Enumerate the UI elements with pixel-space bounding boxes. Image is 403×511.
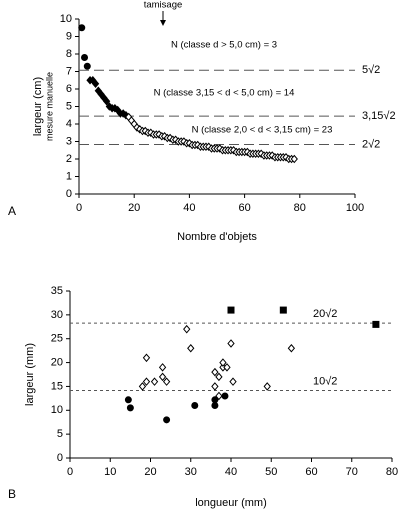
point [221, 392, 229, 400]
point [219, 358, 227, 367]
x-tick-label: 30 [185, 466, 197, 478]
x-tick-label: 80 [294, 202, 306, 214]
point [227, 339, 235, 348]
point [138, 382, 147, 391]
x-tick-label: 50 [265, 466, 277, 478]
point [215, 372, 223, 382]
point [150, 377, 159, 386]
point [163, 416, 171, 424]
point [263, 382, 271, 391]
reference-label: 5√2 [362, 64, 380, 76]
point [158, 363, 167, 372]
arrow-head [160, 20, 166, 26]
y-tick-label: 25 [51, 333, 63, 345]
point [124, 396, 132, 404]
x-tick-label: 80 [386, 466, 398, 478]
x-tick-label: 0 [76, 202, 82, 214]
reference-label: 20√2 [313, 308, 337, 320]
y-tick-label: 3 [66, 135, 72, 147]
y-tick-label: 15 [51, 380, 63, 392]
y-tick-label: 7 [66, 65, 72, 77]
point [211, 396, 219, 404]
y-tick-label: 9 [66, 30, 72, 42]
x-tick-label: 20 [128, 202, 140, 214]
point [372, 320, 380, 328]
x-tick-label: 60 [238, 202, 250, 214]
point [142, 353, 151, 363]
point [81, 54, 89, 61]
annotation: N (classe 3,15 < d < 5,0 cm) = 14 [154, 88, 295, 99]
y-tick-label: 6 [66, 83, 72, 95]
point [223, 363, 231, 372]
point [187, 343, 195, 353]
x-axis-label: Nombre d'objets [177, 231, 257, 243]
point [142, 377, 151, 386]
panel-label: B [8, 487, 16, 501]
y-tick-label: 10 [60, 13, 72, 25]
y-tick-label: 0 [57, 452, 63, 464]
x-tick-label: 100 [346, 202, 364, 214]
y-tick-label: 35 [51, 285, 63, 297]
annotation: N (classe d > 5,0 cm) = 3 [171, 40, 277, 51]
x-tick-label: 40 [183, 202, 195, 214]
point [215, 391, 223, 401]
point [211, 367, 219, 377]
point [102, 96, 111, 106]
y-tick-label: 4 [66, 118, 72, 130]
y-tick-label: 20 [51, 356, 63, 368]
y-tick-label: 10 [51, 404, 63, 416]
point [126, 404, 134, 412]
reference-label: 3,15√2 [362, 110, 396, 122]
x-tick-label: 10 [104, 466, 116, 478]
point [183, 324, 191, 334]
point [191, 402, 199, 410]
annotation-top: tamisage [144, 0, 183, 11]
point [78, 24, 86, 32]
panel-label: A [8, 204, 16, 218]
point [279, 306, 287, 314]
y-axis-label: largeur (cm) [32, 77, 44, 136]
x-tick-label: 20 [144, 466, 156, 478]
point [162, 377, 171, 386]
y-tick-label: 1 [66, 170, 72, 182]
point [158, 372, 167, 382]
x-axis-label: longueur (mm) [195, 497, 267, 509]
point [290, 154, 298, 164]
point [211, 402, 219, 410]
y-tick-label: 8 [66, 48, 72, 60]
reference-label: 2√2 [362, 138, 380, 150]
x-tick-label: 0 [67, 466, 73, 478]
reference-label: 10√2 [313, 375, 337, 387]
point [91, 79, 100, 89]
y-tick-label: 5 [57, 428, 63, 440]
y-tick-label: 2 [66, 153, 72, 165]
x-tick-label: 60 [305, 466, 317, 478]
y-tick-label: 0 [66, 188, 72, 200]
point [287, 343, 296, 353]
x-tick-label: 70 [346, 466, 358, 478]
point [211, 382, 219, 391]
y-axis-label: largeur (mm) [24, 343, 36, 406]
point [227, 306, 235, 314]
point [229, 377, 237, 386]
annotation: N (classe 2,0 < d < 3,15 cm) = 23 [192, 125, 333, 136]
point [83, 62, 91, 70]
y-tick-label: 5 [66, 100, 72, 112]
y-tick-label: 30 [51, 309, 63, 321]
x-tick-label: 40 [225, 466, 237, 478]
y-axis-sublabel: mesure manuelle [44, 72, 54, 141]
